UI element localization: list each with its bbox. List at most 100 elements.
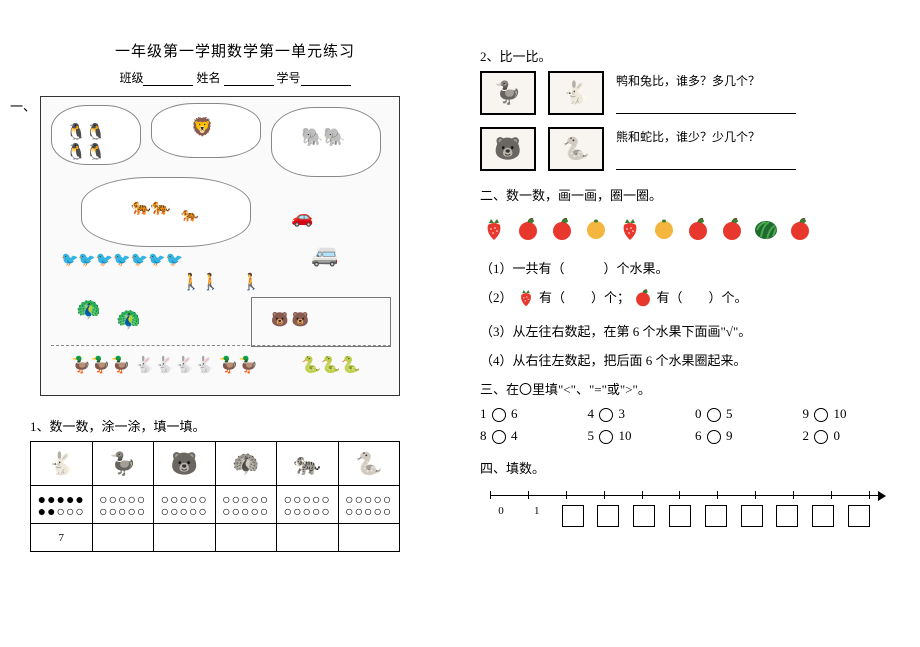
num-cell[interactable] — [277, 524, 339, 552]
fruit-row — [480, 214, 890, 242]
zoo-illustration: 🦁 🐘🐘 🐧🐧 🐧🐧 🐅🐅 🐅 🚗 🚐 🐦🐦🐦🐦🐦🐦🐦 🦚 🦚 🚶🚶 🚶 🐻 🐻… — [40, 96, 400, 396]
compare-row-2: 🐻 🐍 熊和蛇比，谁少？少几个？ — [480, 127, 890, 171]
comparison-item[interactable]: 9 10 — [803, 406, 891, 422]
sec2-sub4: （4）从右往左数起，把后面 6 个水果圈起来。 — [480, 350, 890, 369]
animal-cell: 🐇 — [31, 442, 93, 486]
name-blank[interactable] — [224, 72, 274, 86]
dots-cell[interactable]: ○○○○○○○○○○ — [92, 486, 154, 524]
dots-cell[interactable]: ●●●●●●●○○○ — [31, 486, 93, 524]
sub2-end: 有（ ）个。 — [657, 290, 748, 305]
num-cell: 7 — [31, 524, 93, 552]
class-label: 班级 — [119, 71, 143, 85]
comparison-item[interactable]: 1 6 — [480, 406, 568, 422]
tiger-icon: 🐅 — [294, 451, 321, 476]
numline-box[interactable] — [848, 505, 870, 527]
strawberry-icon — [516, 287, 536, 311]
class-blank[interactable] — [143, 72, 193, 86]
duck-icon: 🦆 — [109, 451, 136, 476]
comparison-item[interactable]: 4 3 — [588, 406, 676, 422]
right-column: 2、比一比。 🦆 🐇 鸭和兔比，谁多？多几个？ 🐻 🐍 熊和蛇比，谁少？少几个？… — [480, 40, 890, 607]
numline-box[interactable] — [705, 505, 727, 527]
table-row: 7 — [31, 524, 400, 552]
snake-icon: 🐍 — [562, 136, 589, 162]
numline-box[interactable] — [812, 505, 834, 527]
sec3-label: 三、在〇里填"<"、"="或">"。 — [480, 379, 890, 398]
rabbit-icon: 🐇 — [562, 80, 589, 106]
sec2-sub3: （3）从左往右数起，在第 6 个水果下面画"√"。 — [480, 321, 890, 340]
compare-question-1: 鸭和兔比，谁多？多几个？ — [616, 72, 890, 89]
bear-box: 🐻 — [480, 127, 536, 171]
compare-question-2: 熊和蛇比，谁少？少几个？ — [616, 128, 890, 145]
num-cell[interactable] — [92, 524, 154, 552]
animal-cell: 🦆 — [92, 442, 154, 486]
apple-icon — [684, 214, 712, 242]
apple-icon — [633, 287, 653, 311]
compare-text-1: 鸭和兔比，谁多？多几个？ — [616, 72, 890, 114]
orange-icon — [582, 214, 610, 242]
duck-box: 🦆 — [480, 71, 536, 115]
rabbit-icon: 🐇 — [48, 451, 75, 476]
apple-icon — [786, 214, 814, 242]
comparison-grid: 1 6 4 3 0 5 9 10 8 4 5 10 6 9 2 0 — [480, 406, 890, 444]
comparison-item[interactable]: 5 10 — [588, 428, 676, 444]
animal-cell: 🐻 — [154, 442, 216, 486]
watermelon-icon — [752, 214, 780, 242]
section-one-marker: 一、 — [10, 96, 36, 115]
number-line: 01 — [480, 487, 890, 547]
id-blank[interactable] — [301, 72, 351, 86]
numline-box[interactable] — [562, 505, 584, 527]
bear-icon: 🐻 — [494, 136, 521, 162]
snake-box: 🐍 — [548, 127, 604, 171]
id-label: 学号 — [277, 71, 301, 85]
comparison-item[interactable]: 0 5 — [695, 406, 783, 422]
apple-icon — [548, 214, 576, 242]
sec2-sub1: （1）一共有（ ）个水果。 — [480, 258, 890, 277]
numline-box[interactable] — [633, 505, 655, 527]
worksheet-title: 一年级第一学期数学第一单元练习 — [30, 40, 440, 61]
sec4-label: 四、填数。 — [480, 458, 890, 477]
snake-icon: 🐍 — [355, 451, 382, 476]
duck-icon: 🦆 — [494, 80, 521, 106]
sub2-mid: 有（ ）个； — [539, 290, 630, 305]
animal-cell: 🐅 — [277, 442, 339, 486]
sec2-label: 二、数一数，画一画，圈一圈。 — [480, 185, 890, 204]
strawberry-icon — [480, 214, 508, 242]
num-cell[interactable] — [215, 524, 277, 552]
student-info-line: 班级 姓名 学号 — [30, 69, 440, 86]
left-column: 一年级第一学期数学第一单元练习 班级 姓名 学号 一、 🦁 🐘🐘 🐧🐧 🐧🐧 🐅… — [30, 40, 440, 607]
compare-row-1: 🦆 🐇 鸭和兔比，谁多？多几个？ — [480, 71, 890, 115]
num-cell[interactable] — [154, 524, 216, 552]
comparison-item[interactable]: 8 4 — [480, 428, 568, 444]
answer-blank-1[interactable] — [616, 100, 796, 114]
numline-box[interactable] — [776, 505, 798, 527]
table-row: ●●●●●●●○○○ ○○○○○○○○○○ ○○○○○○○○○○ ○○○○○○○… — [31, 486, 400, 524]
table-row: 🐇 🦆 🐻 🦚 🐅 🐍 — [31, 442, 400, 486]
comparison-item[interactable]: 6 9 — [695, 428, 783, 444]
number-line-boxes: 01 — [490, 505, 870, 527]
dots-cell[interactable]: ○○○○○○○○○○ — [338, 486, 400, 524]
num-cell[interactable] — [338, 524, 400, 552]
dots-cell[interactable]: ○○○○○○○○○○ — [154, 486, 216, 524]
numline-label: 1 — [526, 505, 548, 527]
dots-cell[interactable]: ○○○○○○○○○○ — [215, 486, 277, 524]
dots-cell[interactable]: ○○○○○○○○○○ — [277, 486, 339, 524]
numline-label: 0 — [490, 505, 512, 527]
numline-box[interactable] — [669, 505, 691, 527]
arrow-icon — [878, 491, 886, 501]
compare-text-2: 熊和蛇比，谁少？少几个？ — [616, 128, 890, 170]
count-table: 🐇 🦆 🐻 🦚 🐅 🐍 ●●●●●●●○○○ ○○○○○○○○○○ ○○○○○○… — [30, 441, 400, 552]
numline-box[interactable] — [597, 505, 619, 527]
comparison-item[interactable]: 2 0 — [803, 428, 891, 444]
sec2-sub2: （2） 有（ ）个； 有（ ）个。 — [480, 287, 890, 311]
q1-label: 1、数一数，涂一涂，填一填。 — [30, 416, 440, 435]
animal-cell: 🦚 — [215, 442, 277, 486]
bear-icon: 🐻 — [171, 451, 198, 476]
answer-blank-2[interactable] — [616, 156, 796, 170]
sub2-prefix: （2） — [480, 290, 513, 305]
number-line-ticks — [490, 491, 870, 499]
name-label: 姓名 — [196, 71, 220, 85]
numline-box[interactable] — [741, 505, 763, 527]
rabbit-box: 🐇 — [548, 71, 604, 115]
animal-cell: 🐍 — [338, 442, 400, 486]
q2-label: 2、比一比。 — [480, 46, 890, 65]
